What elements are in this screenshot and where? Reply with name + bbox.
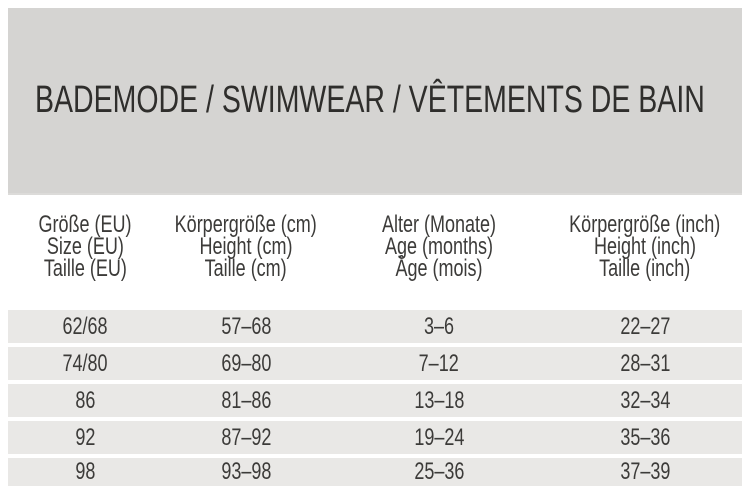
table-cell-height-cm: 93–98 — [220, 458, 272, 485]
column-header-size-eu: Größe (EU) Size (EU) Taille (EU) — [8, 211, 162, 282]
table-cell-age: 19–24 — [413, 423, 465, 451]
column-header-line: Size (EU) — [46, 233, 124, 260]
column-header-line: Taille (EU) — [43, 255, 127, 282]
table-cell-height-inch: 37–39 — [619, 458, 671, 485]
table-cell-age: 25–36 — [413, 458, 465, 485]
table-cell-height-cm: 69–80 — [220, 349, 272, 377]
size-chart-page: BADEMODE / SWIMWEAR / VÊTEMENTS DE BAIN … — [0, 8, 750, 499]
column-header-line: Größe (EU) — [38, 211, 132, 238]
column-header-line: Alter (Monate) — [381, 211, 497, 238]
table-cell-age: 7–12 — [418, 349, 460, 377]
column-header-line: Taille (cm) — [204, 255, 288, 282]
column-header-age-months: Alter (Monate) Age (months) Âge (mois) — [330, 211, 548, 282]
page-title: BADEMODE / SWIMWEAR / VÊTEMENTS DE BAIN — [35, 79, 705, 121]
table-cell-height-cm: 57–68 — [220, 312, 272, 340]
column-header-line: Height (cm) — [199, 233, 293, 260]
table-cell-size: 74/80 — [62, 349, 108, 377]
table-row: 86 81–86 13–18 32–34 — [8, 384, 742, 417]
column-header-line: Height (inch) — [593, 233, 697, 260]
table-cell-height-cm: 87–92 — [220, 423, 272, 451]
table-row: 92 87–92 19–24 35–36 — [8, 421, 742, 454]
table-row: 98 93–98 25–36 37–39 — [8, 458, 742, 486]
banner-bottom-edge — [8, 193, 742, 195]
column-header-line: Âge (mois) — [395, 255, 483, 282]
table-cell-height-inch: 32–34 — [619, 386, 671, 414]
table-cell-height-inch: 22–27 — [619, 312, 671, 340]
table-cell-age: 3–6 — [423, 312, 455, 340]
title-banner: BADEMODE / SWIMWEAR / VÊTEMENTS DE BAIN — [8, 8, 742, 193]
table-row: 74/80 69–80 7–12 28–31 — [8, 347, 742, 380]
table-cell-size: 98 — [74, 458, 96, 485]
table-cell-height-inch: 28–31 — [619, 349, 671, 377]
table-body: 62/68 57–68 3–6 22–27 74/80 69–80 7–12 2… — [8, 310, 742, 486]
table-row: 62/68 57–68 3–6 22–27 — [8, 310, 742, 343]
column-header-line: Taille (inch) — [599, 255, 691, 282]
table-cell-age: 13–18 — [413, 386, 465, 414]
table-cell-size: 62/68 — [62, 312, 108, 340]
table-cell-height-inch: 35–36 — [619, 423, 671, 451]
column-header-line: Age (months) — [384, 233, 494, 260]
column-header-line: Körpergröße (cm) — [174, 211, 318, 238]
table-cell-height-cm: 81–86 — [220, 386, 272, 414]
table-cell-size: 92 — [74, 423, 96, 451]
table-header-row: Größe (EU) Size (EU) Taille (EU) Körperg… — [8, 211, 742, 282]
table-cell-size: 86 — [74, 386, 96, 414]
size-table: Größe (EU) Size (EU) Taille (EU) Körperg… — [8, 211, 742, 486]
column-header-line: Körpergröße (inch) — [569, 211, 721, 238]
column-header-height-cm: Körpergröße (cm) Height (cm) Taille (cm) — [162, 211, 330, 282]
column-header-height-inch: Körpergröße (inch) Height (inch) Taille … — [548, 211, 742, 282]
